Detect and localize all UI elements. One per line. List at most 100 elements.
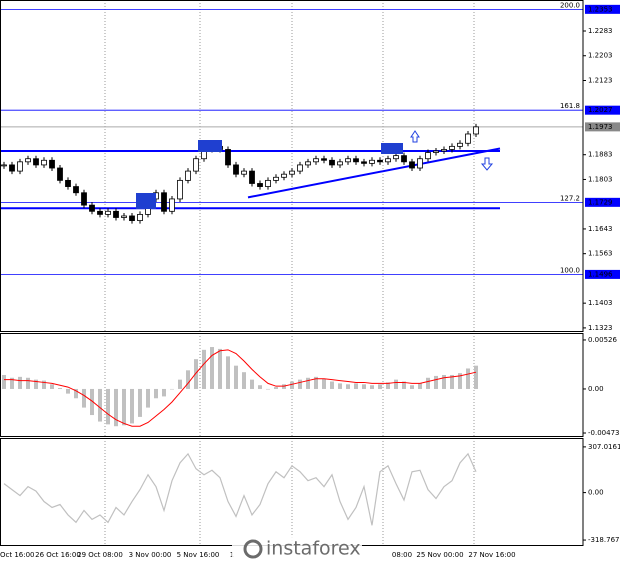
down-arrow: [480, 157, 494, 171]
macd-bar: [442, 374, 446, 389]
macd-bar: [186, 370, 190, 389]
y-tick-label: 1.2283: [588, 27, 613, 35]
macd-bar: [98, 388, 102, 422]
macd-bar: [250, 379, 254, 389]
macd-bar: [426, 377, 430, 389]
candle: [273, 176, 279, 181]
macd-bar: [386, 382, 390, 389]
macd-bar: [82, 388, 86, 408]
candle: [73, 186, 79, 194]
y-tick-label: 307.0161: [588, 443, 620, 451]
y-tick-label: 0.00: [588, 489, 604, 497]
macd-bar: [466, 368, 470, 389]
x-tick-label: 27 Nov 16:00: [468, 551, 515, 559]
macd-bar: [274, 387, 278, 389]
macd-bar: [138, 388, 142, 417]
cci-line: [3, 452, 477, 526]
candle: [337, 161, 343, 166]
macd-bar: [74, 388, 78, 399]
price-box: [585, 4, 620, 14]
price-box: [585, 105, 620, 115]
candle: [441, 149, 447, 152]
candle: [265, 179, 271, 187]
macd-bar: [34, 379, 38, 389]
macd-bar: [306, 377, 310, 389]
macd-bar: [418, 383, 422, 389]
macd-bar: [114, 388, 118, 427]
macd-bar: [322, 378, 326, 389]
candle: [9, 164, 15, 172]
candle: [465, 133, 471, 144]
candle: [25, 158, 31, 163]
candle: [57, 167, 63, 181]
candle: [17, 161, 23, 172]
macd-bar: [218, 348, 222, 389]
macd-bar: [330, 381, 334, 389]
x-tick-label: 29 Oct 08:00: [77, 551, 123, 559]
x-tick-label: 5 Nov 16:00: [177, 551, 220, 559]
candle: [321, 158, 327, 161]
candle: [241, 170, 247, 175]
macd-bar: [146, 388, 150, 408]
candle: [417, 158, 423, 169]
fib-label: 100.0: [560, 266, 580, 274]
fib-label: 200.0: [560, 1, 580, 9]
macd-bar: [370, 385, 374, 389]
macd-bar: [106, 388, 110, 425]
macd-bar: [66, 388, 70, 394]
macd-bar: [210, 347, 214, 389]
macd-bar: [354, 383, 358, 389]
macd-bar: [202, 349, 206, 389]
candle: [89, 204, 95, 212]
macd-bar: [2, 374, 6, 389]
candle: [129, 215, 135, 221]
macd-bar: [474, 365, 478, 389]
candle: [249, 170, 255, 184]
candle: [289, 170, 295, 175]
macd-bar: [338, 383, 342, 389]
candle: [97, 210, 103, 215]
trend-line: [247, 147, 501, 199]
macd-bar: [154, 388, 158, 399]
macd-bar: [242, 372, 246, 389]
panel-frame: [0, 333, 584, 437]
macd-bar: [434, 375, 438, 389]
candle: [177, 179, 183, 200]
y-tick-label: 1.1403: [588, 299, 613, 307]
macd-bar: [50, 384, 54, 389]
watermark-text: instaforex: [266, 538, 361, 560]
candle: [369, 159, 375, 164]
candle: [409, 161, 415, 169]
macd-bar: [58, 388, 62, 389]
candle: [41, 159, 47, 166]
highlight-box: [136, 193, 156, 209]
macd-bar: [90, 388, 94, 416]
candle: [329, 159, 335, 166]
macd-bar: [42, 380, 46, 389]
price-box-label: 1.1496: [588, 270, 613, 278]
macd-bar: [378, 384, 382, 389]
highlight-box: [198, 140, 222, 152]
price-box-label: 1.2027: [588, 106, 613, 114]
macd-bar: [26, 377, 30, 389]
y-tick-label: -318.767: [588, 536, 619, 544]
macd-bar: [362, 384, 366, 389]
candle: [1, 164, 7, 167]
price-box: [585, 269, 620, 279]
candle: [65, 179, 71, 187]
watermark-logo: [243, 539, 263, 559]
x-tick-label: 25 Nov 00:00: [416, 551, 463, 559]
candle: [297, 164, 303, 172]
macd-bar: [394, 379, 398, 389]
candle: [137, 214, 143, 221]
candle: [121, 215, 127, 218]
macd-bar: [162, 388, 166, 397]
macd-bar: [458, 373, 462, 389]
candle: [361, 161, 367, 164]
candle: [33, 158, 39, 166]
x-tick-label: 3 Nov 00:00: [129, 551, 172, 559]
macd-bar: [130, 388, 134, 424]
candle: [225, 149, 231, 166]
candle: [257, 183, 263, 187]
